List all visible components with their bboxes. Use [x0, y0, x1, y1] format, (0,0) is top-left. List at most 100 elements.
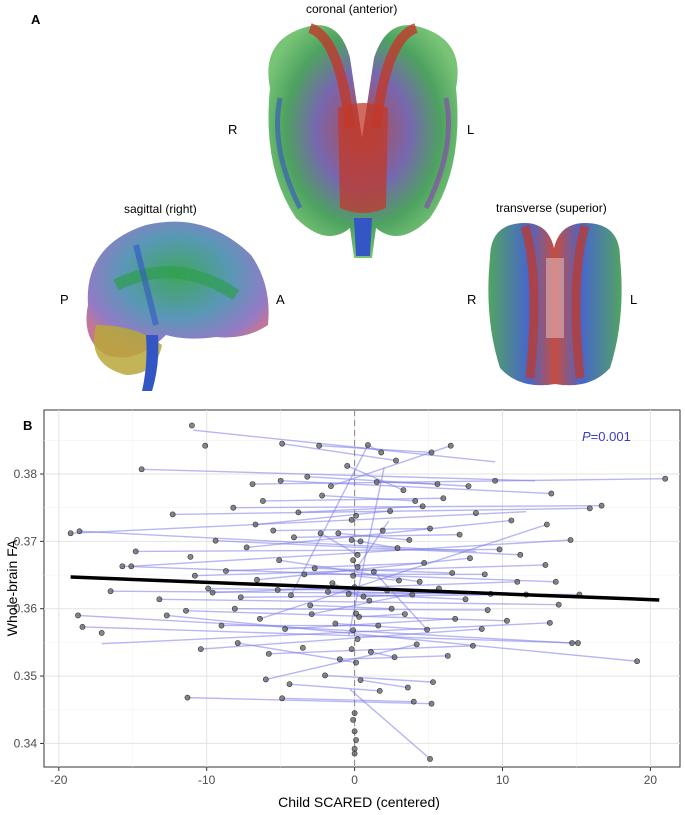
data-point — [319, 492, 325, 499]
data-point — [344, 463, 351, 469]
x-tick-label: -10 — [198, 773, 216, 787]
subject-change-line — [376, 481, 438, 485]
data-point — [409, 591, 416, 598]
data-point — [279, 440, 286, 447]
subject-change-line — [273, 527, 431, 532]
data-point — [230, 504, 237, 511]
data-point — [365, 442, 371, 448]
data-point — [357, 538, 364, 545]
p-value-annotation: P=0.001 — [582, 429, 631, 444]
data-point — [307, 602, 314, 609]
data-point — [322, 672, 328, 679]
data-point — [370, 568, 377, 575]
data-point — [517, 551, 524, 558]
scatter-plot: 0.34 0.35 0.36 0.37 0.38 -20 -10 0 10 20 P=0.001… — [4, 409, 681, 810]
data-point — [286, 681, 293, 688]
data-point — [138, 466, 145, 473]
data-point — [416, 578, 423, 585]
data-point — [353, 512, 359, 519]
subject-change-line — [131, 539, 571, 567]
data-point — [325, 588, 331, 595]
data-point — [252, 521, 259, 528]
subject-change-line — [307, 475, 469, 487]
data-point — [270, 527, 277, 534]
data-point — [243, 544, 250, 551]
x-tick-label: 0 — [351, 773, 358, 787]
data-point — [393, 457, 399, 464]
subject-change-line — [338, 532, 410, 541]
data-point — [424, 626, 430, 633]
data-point — [317, 530, 324, 537]
data-point — [465, 483, 472, 490]
data-point — [404, 684, 411, 691]
transverse-left-label: L — [630, 292, 638, 307]
data-point — [366, 597, 373, 604]
data-point — [329, 580, 336, 587]
data-point — [419, 503, 426, 510]
data-point — [508, 517, 515, 524]
subject-change-line — [298, 505, 423, 514]
data-point — [291, 534, 297, 541]
data-point — [367, 648, 374, 655]
subject-change-line — [310, 604, 392, 610]
subject-change-line — [348, 467, 385, 636]
regression-fit-line — [70, 575, 660, 602]
panel-a-label: A — [31, 12, 41, 27]
data-point — [183, 607, 189, 614]
y-tick-label: 0.38 — [14, 467, 38, 481]
data-point — [353, 610, 359, 617]
data-point — [504, 617, 510, 624]
data-point — [430, 679, 436, 686]
data-point — [427, 525, 433, 532]
data-point — [353, 659, 359, 666]
data-point — [387, 508, 394, 514]
data-point — [191, 572, 198, 579]
data-point — [163, 612, 170, 619]
data-point — [277, 477, 284, 484]
data-point — [187, 553, 194, 560]
data-point — [301, 571, 308, 578]
data-point — [209, 589, 216, 596]
data-point — [332, 620, 339, 627]
transverse-view-title: transverse (superior) — [496, 201, 607, 215]
data-point — [234, 640, 241, 646]
y-tick-label: 0.35 — [14, 669, 38, 683]
data-point — [205, 585, 212, 592]
data-point — [542, 562, 549, 568]
data-point — [396, 577, 402, 584]
data-point — [354, 564, 361, 570]
x-tick-label: 10 — [496, 773, 510, 787]
data-point — [350, 572, 357, 579]
subject-change-line — [282, 442, 397, 462]
coronal-left-label: L — [467, 122, 475, 137]
data-point — [375, 622, 382, 629]
data-point — [257, 615, 263, 622]
subject-change-line — [324, 674, 434, 683]
subject-change-line — [322, 494, 416, 502]
data-point — [472, 510, 479, 516]
data-point — [260, 498, 266, 504]
subject-change-line — [265, 643, 417, 681]
data-point — [304, 473, 311, 480]
data-point — [447, 442, 454, 449]
data-point — [308, 611, 315, 617]
subject-change-line — [346, 465, 404, 491]
data-point — [357, 677, 364, 684]
data-point — [254, 576, 260, 583]
subject-change-line — [255, 510, 391, 526]
data-point — [274, 586, 281, 593]
data-points — [67, 422, 669, 762]
subject-change-line — [237, 642, 357, 664]
p-value-symbol: P — [582, 429, 591, 444]
data-point — [428, 700, 435, 707]
subject-change-line — [159, 598, 559, 606]
data-point — [428, 449, 435, 456]
data-point — [462, 596, 469, 603]
subject-change-line — [77, 614, 573, 644]
y-tick-label: 0.36 — [14, 602, 38, 616]
subject-change-line — [320, 532, 358, 556]
sagittal-posterior-label: P — [60, 292, 69, 307]
data-point — [311, 565, 318, 572]
subject-change-line — [79, 530, 476, 553]
data-point — [410, 698, 417, 705]
